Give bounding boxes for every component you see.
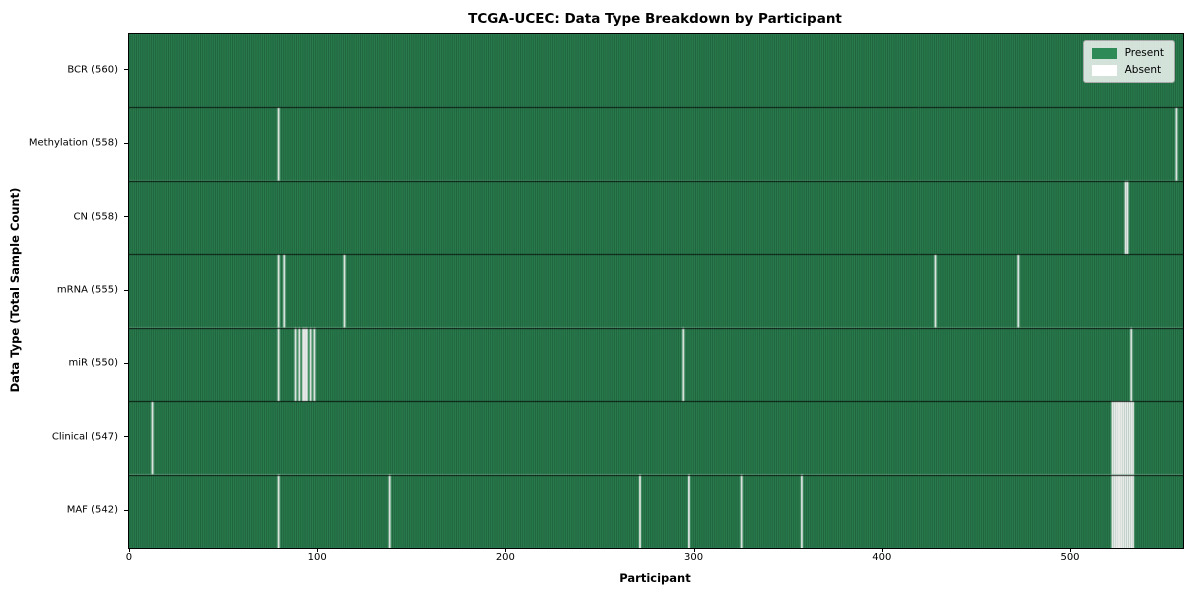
legend-present-label: Present xyxy=(1124,47,1164,59)
y-tick-mark xyxy=(124,142,128,144)
legend: Present Absent xyxy=(1082,40,1175,83)
y-tick-label-miR: miR (550) xyxy=(68,357,118,369)
plot-canvas xyxy=(129,34,1183,548)
x-tick-mark xyxy=(1070,548,1071,552)
legend-item-absent: Absent xyxy=(1091,64,1164,76)
legend-item-present: Present xyxy=(1091,47,1164,59)
y-tick-mark xyxy=(124,436,128,438)
y-tick-label-CN: CN (558) xyxy=(73,211,118,223)
y-tick-mark xyxy=(124,362,128,364)
x-tick-mark xyxy=(317,548,319,552)
x-tick-label-0: 0 xyxy=(125,552,133,563)
present-swatch-icon xyxy=(1091,47,1117,59)
y-tick-label-Clinical: Clinical (547) xyxy=(51,431,118,443)
x-tick-mark xyxy=(881,548,883,552)
chart-title: TCGA-UCEC: Data Type Breakdown by Partic… xyxy=(468,11,842,27)
x-tick-mark xyxy=(505,548,507,552)
y-tick-label-BCR: BCR (560) xyxy=(67,64,118,76)
y-tick-label-mRNA: mRNA (555) xyxy=(56,284,118,296)
y-tick-mark xyxy=(124,289,128,291)
x-tick-label-400: 400 xyxy=(872,552,892,563)
y-tick-mark xyxy=(124,69,128,71)
x-axis-label: Participant xyxy=(619,571,691,585)
absent-swatch-icon xyxy=(1091,64,1117,76)
x-tick-label-300: 300 xyxy=(684,552,704,563)
y-tick-label-MAF: MAF (542) xyxy=(66,504,118,516)
x-tick-label-200: 200 xyxy=(495,552,515,563)
x-tick-mark xyxy=(693,548,695,552)
y-tick-label-Methylation: Methylation (558) xyxy=(28,137,118,149)
x-tick-mark xyxy=(128,548,130,552)
x-tick-label-500: 500 xyxy=(1060,552,1080,563)
y-tick-mark xyxy=(124,216,128,218)
plot-area xyxy=(128,33,1184,549)
y-tick-mark xyxy=(124,509,128,511)
x-tick-label-100: 100 xyxy=(307,552,327,563)
legend-absent-label: Absent xyxy=(1124,64,1162,76)
